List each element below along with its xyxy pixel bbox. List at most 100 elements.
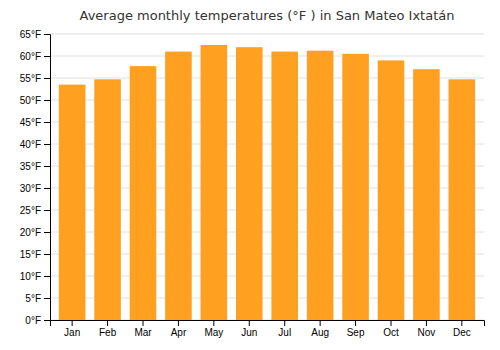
bar [342, 54, 369, 320]
y-tick-mark [44, 166, 50, 167]
x-tick: Mar [134, 320, 152, 338]
y-tick-label: 55°F [20, 73, 41, 84]
bar [130, 66, 157, 320]
bar [94, 79, 121, 320]
x-tick: Aug [311, 320, 329, 338]
grid-line [50, 34, 484, 35]
x-tick-mark [72, 320, 73, 326]
y-tick-label: 35°F [20, 161, 41, 172]
title: Average monthly temperatures (°F ) in Sa… [80, 8, 455, 23]
y-tick-label: 10°F [20, 271, 41, 282]
chart: 0°F 5°F 10°F 15°F 20°F 25°F 30°F 35°F 40°F 45°F 50… [0, 0, 500, 350]
y-tick-label: 40°F [20, 139, 41, 150]
axis-domain [51, 321, 485, 327]
y-tick: 5°F [25, 293, 50, 304]
y-tick-mark [44, 320, 50, 321]
y-tick-label: 60°F [20, 51, 41, 62]
plot: 0°F 5°F 10°F 15°F 20°F 25°F 30°F 35°F 40°F 45°F 50… [20, 29, 485, 338]
y-tick-label: 25°F [20, 205, 41, 216]
x-tick-label: Nov [418, 327, 436, 338]
y-tick: 40°F [20, 139, 50, 150]
bar [307, 51, 334, 320]
x-axis: Jan Feb Mar Apr May Jun Jul Aug Sep Oct Nov Dec [51, 320, 485, 338]
y-tick: 0°F [25, 315, 50, 326]
bar [449, 79, 476, 320]
bars [59, 45, 475, 320]
x-tick-mark [320, 320, 321, 326]
y-tick: 30°F [20, 183, 50, 194]
x-tick: Nov [418, 320, 436, 338]
x-tick: Oct [383, 320, 399, 338]
bar [165, 52, 192, 320]
x-tick: May [204, 320, 223, 338]
y-tick: 55°F [20, 73, 50, 84]
x-tick-mark [391, 320, 392, 326]
y-tick-label: 15°F [20, 249, 41, 260]
bar [236, 47, 263, 320]
y-tick-mark [44, 232, 50, 233]
x-tick-label: Apr [171, 327, 187, 338]
x-tick-label: Sep [347, 327, 365, 338]
y-tick: 60°F [20, 51, 50, 62]
x-tick-label: Aug [311, 327, 329, 338]
y-tick-mark [44, 78, 50, 79]
y-tick-mark [44, 34, 50, 35]
y-tick: 50°F [20, 95, 50, 106]
x-tick: Jan [64, 320, 80, 338]
y-tick-mark [44, 254, 50, 255]
y-tick-mark [44, 122, 50, 123]
y-tick-label: 20°F [20, 227, 41, 238]
x-tick-label: Mar [134, 327, 152, 338]
y-tick: 15°F [20, 249, 50, 260]
y-tick: 10°F [20, 271, 50, 282]
y-tick-mark [44, 276, 50, 277]
x-tick-label: Feb [99, 327, 117, 338]
y-tick-label: 0°F [25, 315, 41, 326]
bar [59, 85, 86, 320]
y-tick-mark [44, 210, 50, 211]
x-tick-mark [249, 320, 250, 326]
y-tick: 35°F [20, 161, 50, 172]
x-tick: Feb [99, 320, 117, 338]
x-tick-mark [107, 320, 108, 326]
x-tick-label: Jul [278, 327, 291, 338]
x-tick-mark [143, 320, 144, 326]
y-tick: 25°F [20, 205, 50, 216]
x-tick-label: Dec [453, 327, 471, 338]
bar [201, 45, 228, 320]
y-tick: 45°F [20, 117, 50, 128]
x-tick: Jul [278, 320, 291, 338]
x-tick-mark [426, 320, 427, 326]
x-tick-label: Jan [64, 327, 80, 338]
x-tick: Dec [453, 320, 471, 338]
y-tick-mark [44, 144, 50, 145]
grid-line [50, 56, 484, 57]
x-tick-mark [461, 320, 462, 326]
y-tick-label: 65°F [20, 29, 41, 40]
x-tick-mark [213, 320, 214, 326]
bar [413, 69, 440, 320]
y-axis: 0°F 5°F 10°F 15°F 20°F 25°F 30°F 35°F 40°F 45°F 50… [20, 29, 51, 326]
x-tick: Apr [171, 320, 187, 338]
x-tick-label: Jun [241, 327, 257, 338]
y-tick-label: 5°F [25, 293, 41, 304]
y-tick-mark [44, 298, 50, 299]
x-tick-mark [178, 320, 179, 326]
y-tick-label: 50°F [20, 95, 41, 106]
grid [50, 34, 484, 320]
x-tick: Sep [347, 320, 365, 338]
y-tick-mark [44, 56, 50, 57]
x-tick: Jun [241, 320, 257, 338]
axis-domain [44, 35, 51, 321]
y-tick: 20°F [20, 227, 50, 238]
bar [378, 60, 405, 320]
x-tick-mark [355, 320, 356, 326]
x-tick-mark [284, 320, 285, 326]
y-tick: 65°F [20, 29, 50, 40]
bar [271, 52, 298, 320]
y-tick-label: 30°F [20, 183, 41, 194]
x-tick-label: Oct [383, 327, 399, 338]
y-tick-label: 45°F [20, 117, 41, 128]
y-tick-mark [44, 100, 50, 101]
x-tick-label: May [204, 327, 223, 338]
